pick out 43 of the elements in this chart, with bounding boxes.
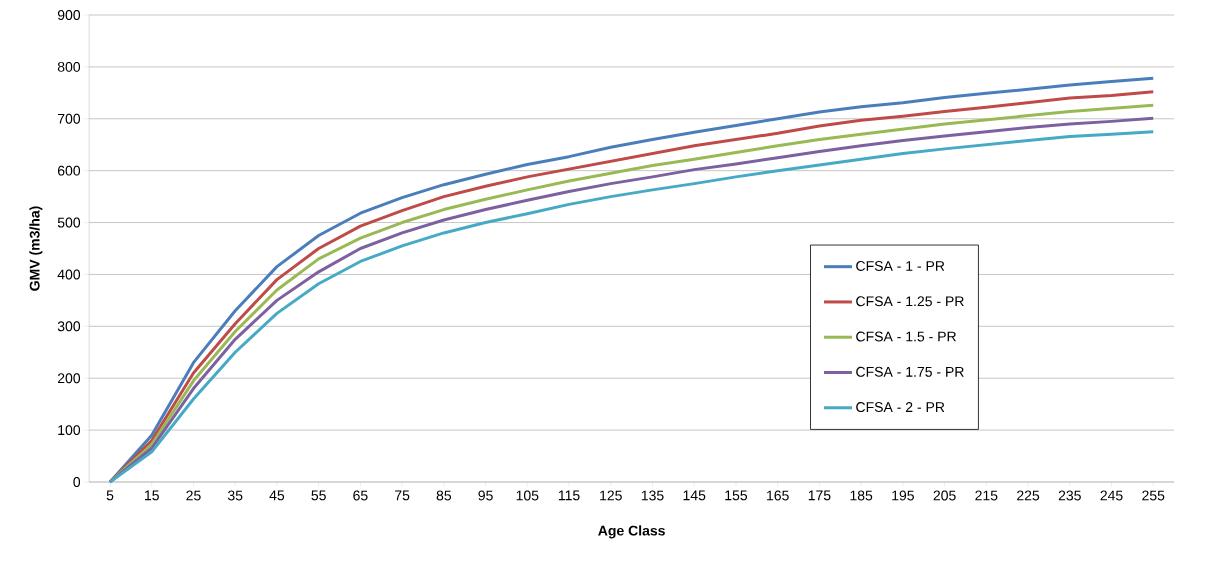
legend-label: CFSA - 1 - PR bbox=[856, 261, 945, 271]
x-tick-label: 165 bbox=[767, 490, 789, 501]
x-tick-label: 145 bbox=[683, 490, 706, 501]
x-axis-title: Age Class bbox=[598, 525, 665, 539]
y-tick-label: 900 bbox=[57, 10, 81, 20]
legend-label: CFSA - 1.5 - PR bbox=[856, 331, 956, 342]
x-tick-label: 65 bbox=[353, 490, 368, 501]
y-tick-label: 100 bbox=[58, 425, 81, 436]
x-tick-label: 125 bbox=[600, 490, 622, 501]
y-axis-title: GMV (m3/ha) bbox=[29, 206, 43, 291]
y-tick-label: 600 bbox=[57, 165, 81, 176]
x-tick-label: 45 bbox=[269, 490, 285, 501]
x-tick-label: 105 bbox=[516, 490, 539, 501]
legend-label: CFSA - 2 - PR bbox=[856, 402, 945, 413]
y-tick-label: 500 bbox=[57, 217, 81, 228]
x-tick-label: 245 bbox=[1100, 490, 1123, 501]
x-tick-label: 175 bbox=[808, 490, 831, 501]
legend-label: CFSA - 1.75 - PR bbox=[856, 366, 964, 377]
x-tick-label: 205 bbox=[933, 490, 956, 501]
x-tick-label: 115 bbox=[558, 490, 580, 501]
x-tick-label: 155 bbox=[725, 490, 748, 501]
x-tick-label: 85 bbox=[436, 490, 452, 501]
x-tick-label: 95 bbox=[478, 490, 493, 501]
x-tick-label: 235 bbox=[1058, 490, 1081, 501]
x-tick-label: 25 bbox=[186, 490, 201, 501]
y-tick-label: 400 bbox=[57, 269, 81, 280]
x-tick-label: 255 bbox=[1142, 490, 1165, 501]
x-tick-label: 135 bbox=[641, 490, 664, 501]
y-tick-label: 200 bbox=[57, 373, 81, 384]
x-tick-label: 185 bbox=[850, 490, 873, 501]
x-tick-label: 215 bbox=[975, 490, 998, 501]
y-tick-label: 800 bbox=[57, 61, 81, 72]
x-tick-label: 75 bbox=[395, 490, 410, 501]
x-tick-label: 55 bbox=[311, 490, 326, 501]
x-tick-label: 225 bbox=[1017, 490, 1040, 501]
x-tick-label: 5 bbox=[106, 490, 114, 501]
x-tick-label: 15 bbox=[145, 490, 159, 501]
legend-label: CFSA - 1.25 - PR bbox=[856, 296, 964, 307]
x-tick-label: 195 bbox=[892, 490, 914, 501]
y-tick-label: 300 bbox=[57, 321, 81, 332]
x-tick-label: 35 bbox=[227, 490, 243, 501]
y-tick-label: 0 bbox=[73, 477, 81, 487]
y-tick-label: 700 bbox=[57, 113, 81, 124]
